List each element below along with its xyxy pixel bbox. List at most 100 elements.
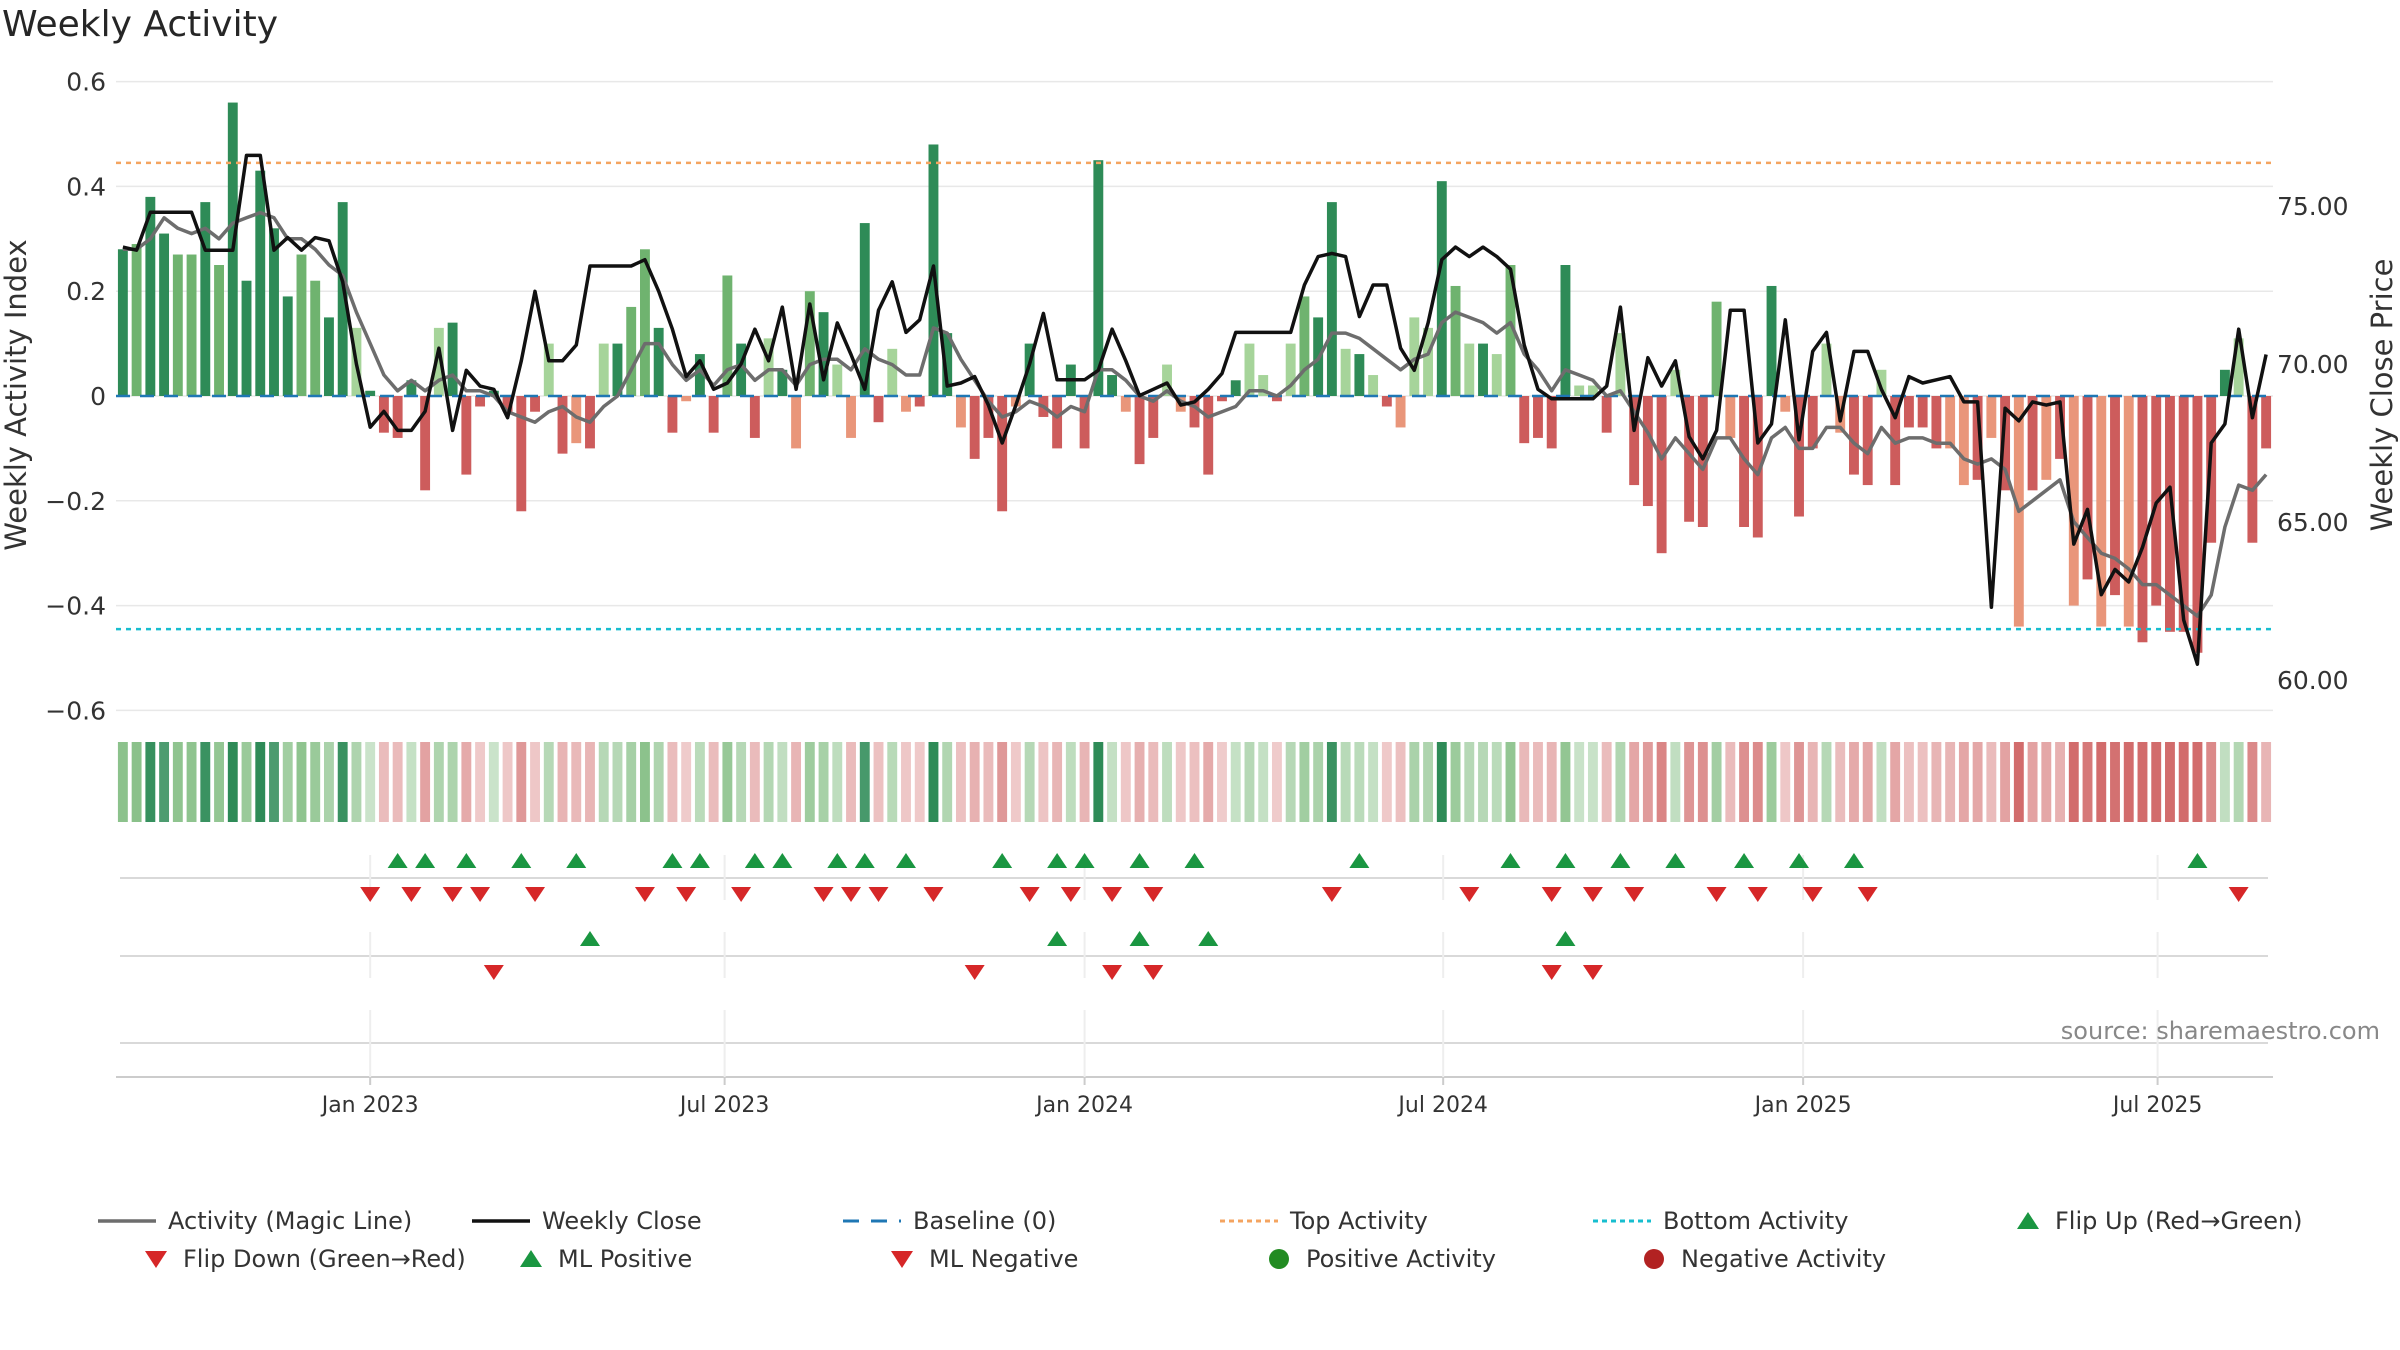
strip-cell bbox=[131, 742, 142, 822]
flip-down-marker bbox=[1143, 887, 1164, 902]
flip-down-marker bbox=[731, 887, 752, 902]
legend-label: Bottom Activity bbox=[1663, 1207, 1849, 1235]
strip-cell bbox=[1052, 742, 1063, 822]
activity-bar bbox=[1546, 396, 1557, 449]
strip-cell bbox=[488, 742, 499, 822]
legend-item: Bottom Activity bbox=[1591, 1205, 1848, 1237]
strip-cell bbox=[557, 742, 568, 822]
strip-cell bbox=[887, 742, 898, 822]
activity-bar bbox=[1052, 396, 1063, 449]
strip-cell bbox=[653, 742, 664, 822]
strip-cell bbox=[241, 742, 252, 822]
activity-bar bbox=[722, 275, 733, 396]
activity-bar bbox=[2165, 396, 2175, 632]
strip-cell bbox=[2192, 742, 2203, 822]
activity-bar bbox=[2219, 369, 2230, 396]
strip-cell bbox=[969, 742, 980, 822]
activity-bar bbox=[337, 202, 348, 396]
strip-cell bbox=[1162, 742, 1172, 822]
flip-down-marker bbox=[470, 887, 491, 902]
activity-bar bbox=[1519, 396, 1530, 444]
activity-heat-strip bbox=[117, 742, 2272, 822]
activity-bar bbox=[1986, 396, 1997, 438]
activity-bar bbox=[2137, 396, 2148, 643]
activity-bar bbox=[1162, 364, 1172, 396]
strip-cell bbox=[227, 742, 238, 822]
activity-bar bbox=[1903, 396, 1914, 428]
strip-cell bbox=[777, 742, 788, 822]
activity-bar bbox=[1258, 375, 1269, 396]
strip-cell bbox=[282, 742, 293, 822]
activity-bar bbox=[365, 390, 376, 396]
activity-bar bbox=[914, 396, 925, 407]
strip-cell bbox=[392, 742, 403, 822]
activity-bar bbox=[1491, 354, 1502, 396]
activity-bar bbox=[1450, 285, 1461, 396]
activity-bar bbox=[1807, 396, 1818, 449]
legend-item: Baseline (0) bbox=[841, 1205, 1056, 1237]
strip-cell bbox=[475, 742, 486, 822]
activity-bar bbox=[1862, 396, 1873, 486]
strip-cell bbox=[310, 742, 321, 822]
flip-down-marker bbox=[634, 887, 655, 902]
activity-bar bbox=[626, 306, 637, 396]
activity-bar bbox=[1423, 327, 1434, 396]
activity-bar bbox=[557, 396, 568, 454]
strip-cell bbox=[2247, 742, 2258, 822]
strip-cell bbox=[1931, 742, 1942, 822]
strip-cell bbox=[406, 742, 417, 822]
strip-cell bbox=[1601, 742, 1612, 822]
activity-bar bbox=[159, 233, 170, 396]
activity-bar bbox=[1533, 396, 1543, 438]
strip-cell bbox=[337, 742, 348, 822]
strip-cell bbox=[2082, 742, 2093, 822]
flip-up-marker bbox=[689, 853, 710, 868]
strip-cell bbox=[1684, 742, 1695, 822]
strip-cell bbox=[2041, 742, 2052, 822]
activity-bar bbox=[1368, 375, 1379, 396]
flip-up-marker bbox=[1349, 853, 1370, 868]
strip-cell bbox=[598, 742, 609, 822]
strip-cell bbox=[2027, 742, 2038, 822]
activity-bar bbox=[2000, 396, 2011, 491]
y2-tick-label: 60.00 bbox=[2277, 666, 2349, 695]
ml-negative-marker bbox=[1541, 965, 1562, 980]
activity-bar bbox=[1670, 369, 1681, 396]
strip-cell bbox=[447, 742, 458, 822]
y-tick-label: −0.2 bbox=[45, 487, 106, 516]
flip-up-marker bbox=[415, 853, 436, 868]
y-tick-label: −0.6 bbox=[45, 696, 106, 725]
strip-cell bbox=[2013, 742, 2024, 822]
strip-cell bbox=[1203, 742, 1214, 822]
ml-negative-marker bbox=[1102, 965, 1123, 980]
activity-bar bbox=[2041, 396, 2052, 480]
activity-bar bbox=[2192, 396, 2203, 653]
activity-bar bbox=[172, 254, 183, 396]
line-solid-grey-icon bbox=[96, 1211, 168, 1231]
ml-positive-marker bbox=[1198, 931, 1219, 946]
flip-up-marker bbox=[456, 853, 477, 868]
strip-cell bbox=[1533, 742, 1543, 822]
strip-cell bbox=[2137, 742, 2148, 822]
activity-bar bbox=[571, 396, 582, 444]
strip-cell bbox=[694, 742, 705, 822]
strip-cell bbox=[942, 742, 953, 822]
activity-bar bbox=[1464, 343, 1475, 396]
legend-label: Activity (Magic Line) bbox=[168, 1207, 413, 1235]
activity-bar bbox=[859, 223, 870, 396]
strip-cell bbox=[626, 742, 637, 822]
triangle-up-green-icon bbox=[514, 1248, 558, 1270]
activity-bar bbox=[1601, 396, 1612, 433]
strip-cell bbox=[1862, 742, 1873, 822]
flip-up-marker bbox=[1184, 853, 1205, 868]
activity-bar bbox=[255, 170, 266, 396]
activity-bar bbox=[1340, 348, 1351, 396]
activity-bar bbox=[1725, 396, 1736, 438]
activity-bar bbox=[1107, 375, 1118, 396]
strip-cell bbox=[1230, 742, 1241, 822]
legend-item: Negative Activity bbox=[1637, 1243, 1886, 1275]
strip-cell bbox=[1780, 742, 1791, 822]
strip-cell bbox=[2165, 742, 2175, 822]
activity-bar bbox=[1436, 181, 1447, 396]
flip-down-marker bbox=[841, 887, 862, 902]
